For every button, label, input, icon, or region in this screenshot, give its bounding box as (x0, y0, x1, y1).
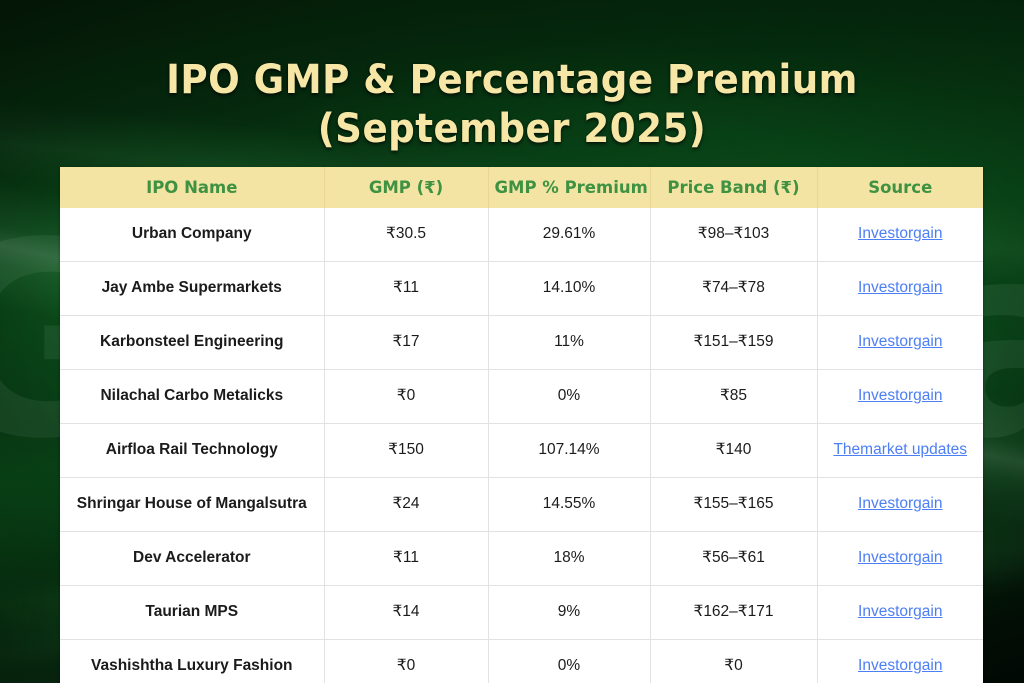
table-row: Dev Accelerator ₹11 18% ₹56–₹61 Investorgain (60, 531, 983, 586)
table-row: Airfloa Rail Technology ₹150 107.14% ₹140 Th… (60, 423, 983, 478)
cell-ipo-name: Taurian MPS (60, 585, 325, 640)
cell-source: Investorgain (817, 639, 983, 683)
cell-ipo-name: Vashishtha Luxury Fashion (60, 639, 325, 683)
cell-gmp: ₹0 (324, 639, 489, 683)
cell-gmp: ₹24 (324, 477, 489, 532)
cell-price-band: ₹85 (650, 369, 818, 424)
cell-source: Investorgain (817, 208, 983, 262)
cell-price-band: ₹0 (650, 639, 818, 683)
source-link[interactable]: Investorgain (858, 333, 943, 351)
cell-gmp: ₹0 (324, 369, 489, 424)
table-header: IPO Name GMP (₹) GMP % Premium Price Ban… (60, 167, 983, 208)
cell-source: Investorgain (817, 531, 983, 586)
source-link[interactable]: Investorgain (858, 387, 943, 405)
page-title-line-1: IPO GMP & Percentage Premium (166, 57, 858, 103)
source-link[interactable]: Investorgain (858, 279, 943, 297)
table-body: Urban Company ₹30.5 29.61% ₹98–₹103 Investor… (60, 208, 983, 683)
page-title-line-2: (September 2025) (317, 105, 707, 152)
column-header-ipo-name: IPO Name (60, 167, 325, 208)
cell-gmp-premium: 11% (488, 315, 651, 370)
cell-price-band: ₹155–₹165 (650, 477, 818, 532)
cell-gmp: ₹11 (324, 261, 489, 316)
cell-gmp: ₹11 (324, 531, 489, 586)
table-row: Jay Ambe Supermarkets ₹11 14.10% ₹74–₹78 Inv… (60, 261, 983, 316)
cell-gmp-premium: 107.14% (488, 423, 651, 478)
column-header-gmp: GMP (₹) (324, 167, 489, 208)
source-link[interactable]: Investorgain (858, 657, 943, 675)
cell-ipo-name: Airfloa Rail Technology (60, 423, 325, 478)
source-link[interactable]: Investorgain (858, 603, 943, 621)
cell-source: Investorgain (817, 585, 983, 640)
cell-gmp: ₹150 (324, 423, 489, 478)
cell-price-band: ₹56–₹61 (650, 531, 818, 586)
cell-price-band: ₹151–₹159 (650, 315, 818, 370)
cell-source: Themarket updates (817, 423, 983, 478)
cell-ipo-name: Karbonsteel Engineering (60, 315, 325, 370)
cell-ipo-name: Jay Ambe Supermarkets (60, 261, 325, 316)
ipo-table-container: IPO Name GMP (₹) GMP % Premium Price Ban… (60, 167, 983, 683)
table-row: Urban Company ₹30.5 29.61% ₹98–₹103 Investor… (60, 208, 983, 262)
cell-ipo-name: Urban Company (60, 208, 325, 262)
cell-gmp-premium: 9% (488, 585, 651, 640)
cell-price-band: ₹98–₹103 (650, 208, 818, 262)
cell-gmp: ₹14 (324, 585, 489, 640)
table-row: Shringar House of Mangalsutra ₹24 14.55% ₹1… (60, 477, 983, 532)
column-header-price-band: Price Band (₹) (650, 167, 818, 208)
table-row: Nilachal Carbo Metalicks ₹0 0% ₹85 Investorg… (60, 369, 983, 424)
source-link[interactable]: Investorgain (858, 225, 943, 243)
column-header-source: Source (817, 167, 983, 208)
cell-gmp: ₹30.5 (324, 208, 489, 262)
cell-ipo-name: Dev Accelerator (60, 531, 325, 586)
cell-price-band: ₹162–₹171 (650, 585, 818, 640)
cell-price-band: ₹74–₹78 (650, 261, 818, 316)
cell-source: Investorgain (817, 261, 983, 316)
cell-gmp-premium: 0% (488, 369, 651, 424)
source-link[interactable]: Investorgain (858, 495, 943, 513)
cell-gmp-premium: 14.10% (488, 261, 651, 316)
cell-source: Investorgain (817, 477, 983, 532)
table-row: Taurian MPS ₹14 9% ₹162–₹171 Investorgain (60, 585, 983, 640)
table-row: Vashishtha Luxury Fashion ₹0 0% ₹0 Investorg… (60, 639, 983, 683)
column-header-gmp-premium: GMP % Premium (488, 167, 651, 208)
source-link[interactable]: Themarket updates (833, 441, 968, 459)
table-row: Karbonsteel Engineering ₹17 11% ₹151–₹159 In… (60, 315, 983, 370)
cell-source: Investorgain (817, 315, 983, 370)
page-title: IPO GMP & Percentage Premium (September … (36, 56, 988, 154)
cell-gmp-premium: 18% (488, 531, 651, 586)
cell-gmp-premium: 0% (488, 639, 651, 683)
table-header-row: IPO Name GMP (₹) GMP % Premium Price Ban… (60, 167, 983, 208)
cell-price-band: ₹140 (650, 423, 818, 478)
cell-gmp: ₹17 (324, 315, 489, 370)
cell-ipo-name: Nilachal Carbo Metalicks (60, 369, 325, 424)
cell-source: Investorgain (817, 369, 983, 424)
cell-gmp-premium: 29.61% (488, 208, 651, 262)
ipo-gmp-table: IPO Name GMP (₹) GMP % Premium Price Ban… (60, 167, 983, 683)
cell-gmp-premium: 14.55% (488, 477, 651, 532)
source-link[interactable]: Investorgain (858, 549, 943, 567)
cell-ipo-name: Shringar House of Mangalsutra (60, 477, 325, 532)
